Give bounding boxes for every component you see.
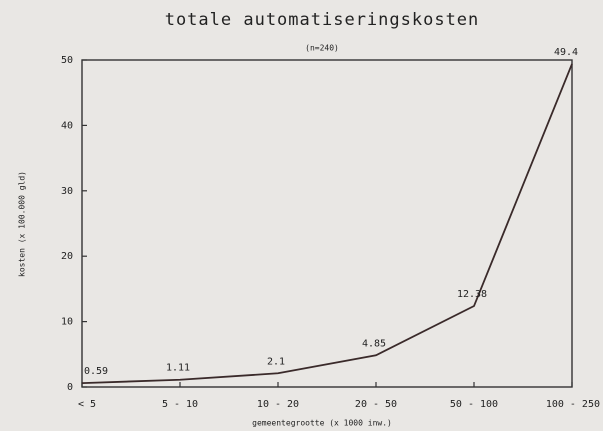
data-label: 2.1 <box>267 356 285 367</box>
chart-subtitle: (n=240) <box>305 44 339 53</box>
data-label: 12.38 <box>457 289 487 300</box>
y-tick-label: 40 <box>61 120 73 131</box>
y-tick-label: 30 <box>61 186 73 197</box>
y-tick-label: 10 <box>61 317 73 328</box>
x-tick-label: 10 - 20 <box>257 399 299 410</box>
data-line <box>81 63 573 385</box>
y-tick-label: 0 <box>67 382 73 393</box>
x-tick-label: 5 - 10 <box>162 399 198 410</box>
x-tick-label: 50 - 100 <box>450 399 498 410</box>
data-label: 4.85 <box>362 338 386 349</box>
x-axis-label: gemeentegrootte (x 1000 inw.) <box>252 419 392 428</box>
x-tick-label: 20 - 50 <box>355 399 397 410</box>
y-axis-label: kosten (x 100.000 gld) <box>18 171 27 277</box>
plot-frame <box>81 59 573 388</box>
data-label: 49.4 <box>554 47 578 58</box>
x-tick-label: 100 - 250 <box>546 399 600 410</box>
data-label: 0.59 <box>84 366 108 377</box>
chart-title: totale automatiseringskosten <box>165 10 480 30</box>
data-label: 1.11 <box>166 363 190 374</box>
x-tick-label: < 5 <box>78 399 96 410</box>
y-tick-label: 50 <box>61 55 73 66</box>
y-tick-label: 20 <box>61 251 73 262</box>
